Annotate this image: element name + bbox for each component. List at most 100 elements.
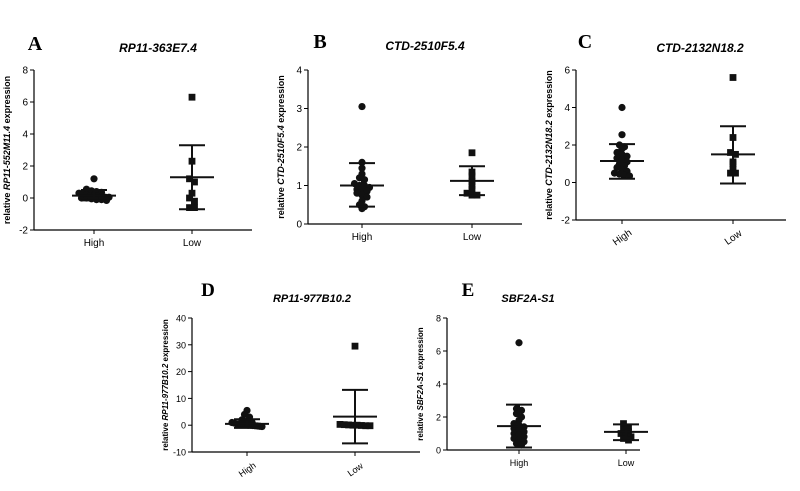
panel-letter: D (201, 280, 215, 301)
y-label-gene: RP11-977B10.2 (161, 363, 170, 420)
data-point-low (625, 423, 632, 431)
y-axis-label: relative RP11-552M11.4 expression (2, 76, 12, 224)
y-axis-label: relative RP11-977B10.2 expression (161, 319, 170, 451)
data-point-low (191, 197, 198, 205)
y-label-suffix: expression (416, 327, 425, 372)
data-point-low (617, 430, 625, 437)
data-point-low (729, 74, 737, 81)
data-point-high (618, 103, 626, 112)
y-label-suffix: expression (276, 75, 286, 125)
data-point-low (349, 421, 357, 429)
y-tick-label: 0 (564, 178, 570, 189)
data-point-high (623, 152, 631, 160)
data-point-low (362, 422, 370, 430)
y-axis-label: relative SBF2A-S1 expression (416, 327, 425, 441)
data-point-high (618, 131, 626, 139)
y-tick-label: 0 (296, 220, 302, 231)
panel-letter: C (578, 31, 592, 53)
data-point-low (727, 149, 734, 156)
y-label-gene: CTD-2132N18.2 (544, 120, 554, 186)
y-label-suffix: expression (544, 70, 554, 120)
panel-b: B CTD-2510F5.4 0 1 2 3 4 relative CTD-2510F5.4 … (276, 31, 522, 243)
data-point-low (186, 175, 193, 183)
y-tick-label: 2 (22, 162, 28, 173)
y-tick-label: 0 (22, 194, 28, 205)
panel-title: RP11-977B10.2 (273, 293, 351, 305)
y-tick-label: 0 (436, 446, 441, 456)
y-tick-label: 40 (176, 314, 186, 324)
panel-d: D RP11-977B10.2 -10 0 10 20 30 40 relative RP11-… (161, 280, 420, 479)
y-tick-label: 2 (436, 413, 441, 423)
panel-title: SBF2A-S1 (501, 293, 554, 305)
data-point-high (90, 175, 98, 183)
y-label-prefix: relative (2, 190, 12, 224)
y-tick-label: 4 (564, 103, 570, 114)
data-point-low (620, 435, 627, 442)
data-point-low (727, 169, 734, 177)
y-tick-label: 2 (296, 143, 302, 154)
y-tick-label: 8 (436, 314, 441, 324)
y-tick-label: 2 (564, 141, 570, 152)
data-point-low (345, 421, 352, 429)
y-tick-label: 10 (176, 394, 186, 404)
data-point-low (358, 422, 365, 429)
y-label-gene: RP11-552M11.4 (2, 126, 12, 190)
y-label-suffix: expression (2, 76, 12, 126)
y-tick-label: 4 (22, 130, 28, 141)
x-tick-label-high: High (611, 228, 634, 249)
y-label-suffix: expression (161, 319, 170, 364)
y-label-prefix: relative (416, 410, 425, 440)
data-point-low (188, 93, 196, 101)
data-point-high (358, 102, 366, 111)
data-point-low (186, 194, 193, 202)
data-point-low (463, 189, 471, 197)
y-tick-label: 4 (296, 66, 302, 77)
x-tick-label-low: Low (346, 460, 366, 478)
x-tick-label-high: High (510, 458, 529, 468)
y-tick-label: 6 (564, 66, 570, 77)
x-tick-label-high: High (237, 460, 258, 479)
data-point-high (363, 193, 371, 201)
panel-title: CTD-2510F5.4 (385, 39, 465, 53)
y-label-gene: SBF2A-S1 (416, 371, 425, 410)
y-tick-label: 6 (22, 98, 28, 109)
data-point-low (186, 204, 193, 211)
data-point-low (366, 422, 374, 430)
y-tick-label: 0 (181, 421, 186, 431)
data-point-low (336, 420, 344, 428)
data-point-high (515, 339, 523, 347)
data-point-low (732, 169, 739, 177)
panel-letter: B (313, 31, 326, 53)
y-label-prefix: relative (161, 421, 170, 451)
panel-letter: A (28, 33, 43, 55)
data-point-low (191, 204, 198, 211)
data-point-low (191, 178, 198, 186)
x-tick-label-high: High (352, 232, 373, 243)
x-tick-label-high: High (84, 238, 105, 249)
data-point-high (625, 172, 634, 180)
y-axis-label: relative CTD-2132N18.2 expression (544, 70, 554, 220)
x-tick-label-low: Low (618, 458, 635, 468)
panel-letter: E (462, 280, 475, 301)
y-tick-label: 4 (436, 380, 441, 390)
x-tick-label-low: Low (723, 228, 745, 248)
y-tick-label: -10 (173, 448, 186, 458)
x-tick-label-low: Low (463, 232, 482, 243)
y-label-prefix: relative (276, 185, 286, 219)
y-tick-label: 20 (176, 367, 186, 377)
panel-title: CTD-2132N18.2 (656, 41, 744, 55)
x-tick-label-low: Low (183, 238, 202, 249)
panel-title: RP11-363E7.4 (119, 41, 197, 55)
panel-a: A RP11-363E7.4 -2 0 2 4 6 8 relative RP11-552M11… (2, 33, 252, 249)
y-tick-label: -2 (561, 216, 570, 227)
panel-c: C CTD-2132N18.2 -2 0 2 4 6 relative CTD-2132N18… (544, 31, 786, 248)
data-point-low (468, 149, 476, 157)
data-point-high (363, 187, 371, 195)
data-point-low (351, 342, 359, 350)
y-label-gene: CTD-2510F5.4 (276, 125, 286, 185)
y-label-prefix: relative (544, 186, 554, 220)
y-tick-label: 1 (296, 181, 302, 192)
y-tick-label: 30 (176, 340, 186, 350)
y-tick-label: 6 (436, 347, 441, 357)
